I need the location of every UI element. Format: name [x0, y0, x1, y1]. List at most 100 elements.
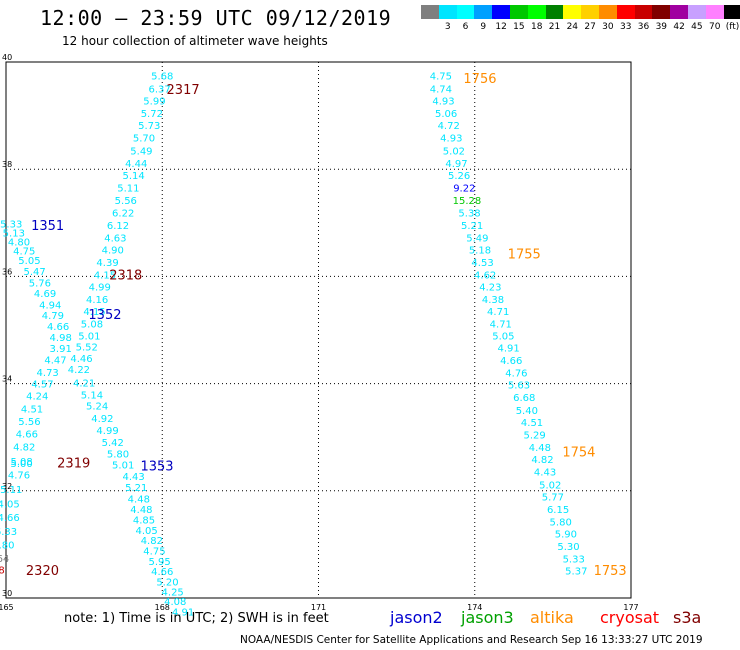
scale-label: 42 — [673, 22, 685, 32]
wave-height-value: 9.22 — [453, 183, 475, 194]
y-tick-label: 36 — [2, 267, 12, 276]
wave-height-value: 5.02 — [443, 146, 465, 157]
wave-height-value: 5.80 — [550, 517, 572, 528]
wave-height-value: 4.39 — [96, 258, 118, 269]
y-tick-label: 34 — [2, 375, 12, 384]
wave-height-value: 5.05 — [492, 331, 514, 342]
scale-label: 9 — [480, 22, 487, 32]
wave-height-value: 4.97 — [445, 159, 467, 170]
wave-height-value: 5.08 — [10, 457, 32, 468]
wave-height-value: 4.51 — [521, 418, 543, 429]
wave-height-value: 5.21 — [461, 221, 483, 232]
pass-time-label: 1351 — [31, 219, 64, 234]
pass-time-label: 1352 — [88, 308, 121, 323]
wave-height-value: 4.43 — [122, 472, 144, 483]
wave-height-value: 5.42 — [102, 438, 124, 449]
wave-height-value: 6.15 — [547, 505, 569, 516]
wave-height-value: 5.14 — [122, 171, 144, 182]
pass-time-label: 1756 — [463, 72, 496, 87]
wave-height-value: 5.06 — [435, 109, 457, 120]
scale-swatch — [438, 5, 457, 19]
scale-swatch — [421, 5, 439, 19]
scale-swatch — [705, 5, 724, 19]
wave-height-value: 4.51 — [21, 404, 43, 415]
wave-height-value: 5.01 — [78, 331, 100, 342]
wave-height-value: 4.99 — [96, 426, 118, 437]
wave-height-value: 4.38 — [482, 295, 504, 306]
wave-height-value: 4.93 — [432, 97, 454, 108]
wave-height-value: 5.18 — [469, 246, 491, 257]
wave-height-value: 5.56 — [115, 196, 137, 207]
wave-height-value: 4.76 — [8, 471, 30, 482]
scale-swatch — [688, 5, 706, 19]
wave-height-value: 5.80 — [0, 540, 15, 551]
wave-height-value: 4.48 — [130, 505, 152, 516]
scale-label: 24 — [566, 22, 579, 32]
page-subtitle: 12 hour collection of altimeter wave hei… — [62, 34, 328, 48]
wave-height-value: 4.74 — [430, 84, 452, 95]
scale-label: 33 — [619, 22, 632, 32]
scale-label: 45 — [691, 22, 703, 32]
x-tick-label: 174 — [467, 603, 482, 612]
wave-height-value: 4.82 — [531, 455, 553, 466]
wave-height-value: 4.75 — [13, 247, 35, 258]
wave-height-value: 15.28 — [453, 196, 482, 207]
scale-swatch — [510, 5, 528, 19]
wave-height-value: 4.90 — [102, 246, 124, 257]
scale-label: 30 — [602, 22, 614, 32]
wave-height-value: 5.49 — [466, 233, 488, 244]
wave-height-value: 4.53 — [471, 258, 493, 269]
x-tick-label: 171 — [311, 603, 326, 612]
wave-height-value: 6.33 — [0, 527, 17, 538]
pass-time-label: 2320 — [26, 564, 59, 579]
wave-height-value: 4.72 — [438, 121, 460, 132]
wave-height-value: 5.20 — [156, 577, 178, 588]
wave-height-value: 4.71 — [487, 307, 509, 318]
wave-height-value: 5.29 — [524, 431, 546, 442]
wave-height-value: 5.68 — [151, 71, 173, 82]
scale-label: 21 — [548, 22, 561, 32]
wave-height-value: 5.24 — [86, 402, 108, 413]
y-tick-label: 38 — [2, 160, 12, 169]
legend-s3a: s3a — [673, 608, 702, 627]
wave-height-value: 4.43 — [534, 468, 556, 479]
wave-height-value: 4.24 — [26, 391, 48, 402]
wave-height-value: 4.93 — [440, 134, 462, 145]
wave-height-value: 5.49 — [130, 146, 152, 157]
scale-label: 12 — [495, 22, 507, 32]
pass-time-label: 2318 — [109, 268, 142, 283]
scale-label: 39 — [655, 22, 668, 32]
wave-height-value: 5.02 — [539, 480, 561, 491]
wave-height-value: 5.14 — [81, 390, 103, 401]
y-tick-label: 40 — [2, 53, 12, 62]
wave-height-value: 4.94 — [39, 300, 61, 311]
wave-height-value: 5.56 — [18, 417, 40, 428]
scale-swatch — [563, 5, 582, 19]
legend-altika: altika — [530, 608, 574, 627]
wave-height-value: 4.48 — [529, 443, 551, 454]
wave-height-value: 5.52 — [76, 343, 98, 354]
wave-height-value: 4.66 — [151, 567, 173, 578]
scale-swatch — [652, 5, 671, 19]
y-tick-label: 30 — [2, 589, 12, 598]
y-tick-label: 32 — [2, 482, 12, 491]
x-tick-label: 165 — [0, 603, 14, 612]
wave-height-value: 6.12 — [107, 221, 129, 232]
pass-time-label: 1754 — [562, 446, 595, 461]
wave-height-value: 5.63 — [508, 381, 530, 392]
wave-height-value: 4.69 — [34, 289, 56, 300]
pass-time-label: 1753 — [594, 564, 627, 579]
scale-swatch — [616, 5, 635, 19]
wave-height-value: 4.66 — [0, 513, 20, 524]
x-tick-label: 177 — [623, 603, 638, 612]
scale-swatch — [599, 5, 617, 19]
wave-height-value: 4.91 — [497, 344, 519, 355]
wave-height-value: 5.30 — [557, 542, 579, 553]
wave-height-value: 2.64 — [0, 554, 9, 565]
wave-height-value: 4.85 — [133, 516, 155, 527]
wave-height-value: 5.37 — [565, 567, 587, 578]
wave-height-value: 5.11 — [117, 183, 139, 194]
wave-height-value: 4.22 — [68, 365, 90, 376]
wave-height-value: 5.72 — [141, 109, 163, 120]
